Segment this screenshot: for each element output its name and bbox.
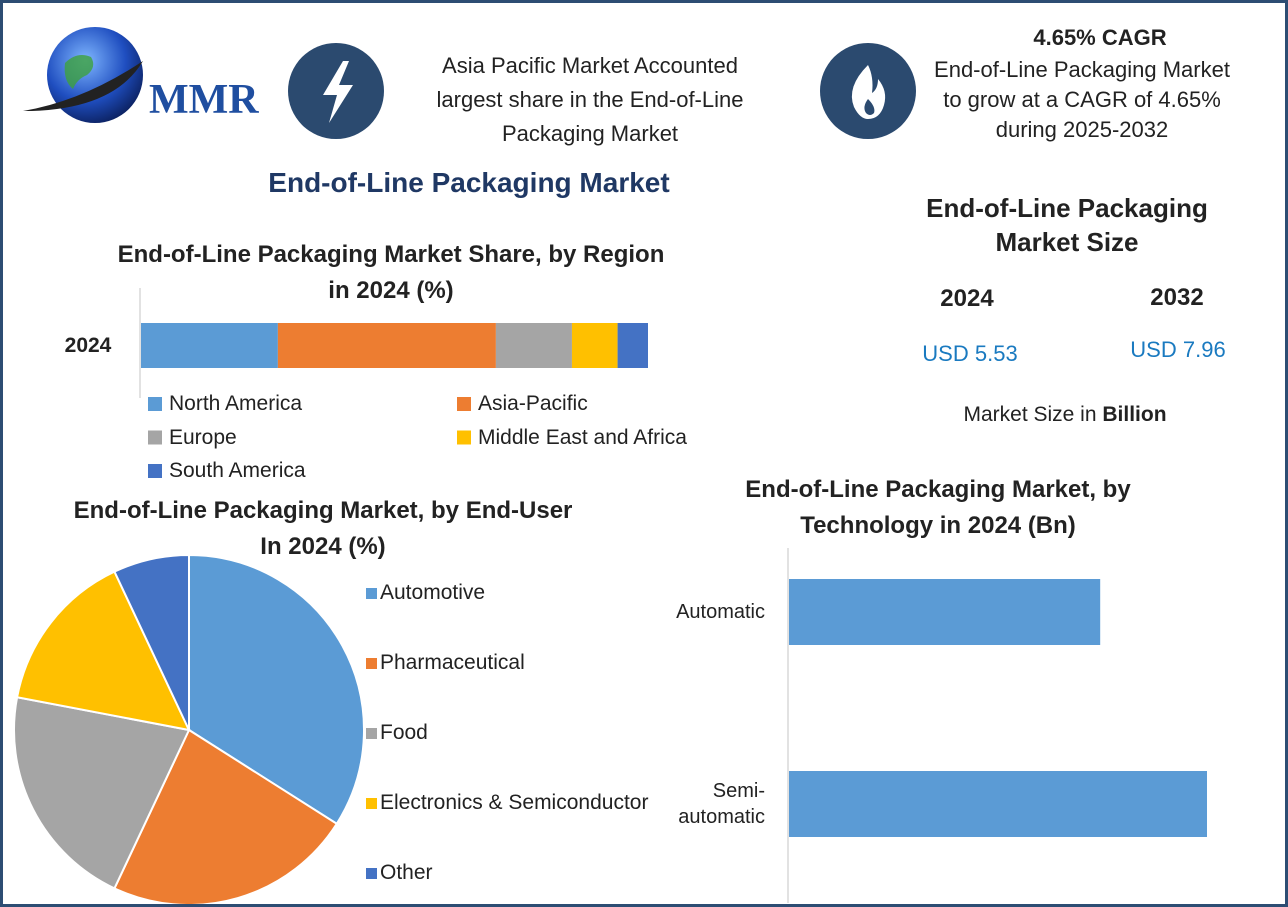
bar-segment [141,323,278,368]
category-label: 2024 [64,334,112,357]
legend-swatch [366,868,377,879]
legend-swatch [366,798,377,809]
legend-swatch [148,397,162,411]
chart-title: End-of-Line Packaging Market, by Technol… [745,476,1131,539]
main-title: End-of-Line Packaging Market [268,167,670,198]
legend-label: South America [169,459,306,482]
legend-label: Other [380,861,433,884]
legend-label: North America [169,392,303,415]
legend-label: Pharmaceutical [380,651,525,674]
pie-slice [15,570,191,732]
size-title: End-of-Line Packaging Market Size [926,193,1208,257]
bar-segment [571,323,618,368]
pie-slice [113,728,339,904]
cagr-text: End-of-Line Packaging Market to grow at … [934,57,1230,142]
logo-text: MMR [149,77,259,123]
pie-slice [113,553,190,731]
bar-segment [617,323,648,368]
legend-label: Europe [169,425,237,449]
highlight-text: Asia Pacific Market Accounted largest sh… [436,53,744,146]
bar [789,771,1207,837]
pie-slice [13,696,191,890]
flame-icon [820,43,916,139]
size-note-text: Market Size in [963,403,1097,426]
size-value: USD 5.53 [922,341,1018,366]
legend-swatch [366,658,377,669]
bar [789,579,1101,645]
legend-label: Middle East and Africa [478,425,687,449]
cagr-title: 4.65% CAGR [1033,25,1167,50]
legend-swatch [366,728,377,739]
chart-title: End-of-Line Packaging Market Share, by R… [117,241,665,304]
legend-swatch [457,430,471,445]
logo-mark [23,27,143,123]
legend-swatch [457,397,471,411]
bar-segment [277,323,496,368]
legend-label: Food [380,721,428,744]
size-note: Market Size in Billion [915,401,1215,428]
legend-label: Automotive [380,581,486,604]
size-value: USD 7.96 [1130,337,1226,362]
legend-label: Asia-Pacific [478,392,588,415]
chart-title: End-of-Line Packaging Market, by End-Use… [73,497,573,560]
bar-segment [495,323,572,368]
pie-slice [188,553,365,826]
size-year: 2032 [1150,284,1204,311]
size-unit: Billion [1102,403,1167,426]
legend-swatch [148,430,162,445]
graphics [13,27,1207,904]
bolt-icon [288,43,384,139]
legend-label: Electronics & Semiconductor [380,791,649,814]
legend-swatch [366,588,377,599]
size-year: 2024 [940,285,994,312]
category-label: Automatic [676,601,765,623]
category-label: Semi-automatic [678,780,765,828]
legend-swatch [148,464,162,478]
